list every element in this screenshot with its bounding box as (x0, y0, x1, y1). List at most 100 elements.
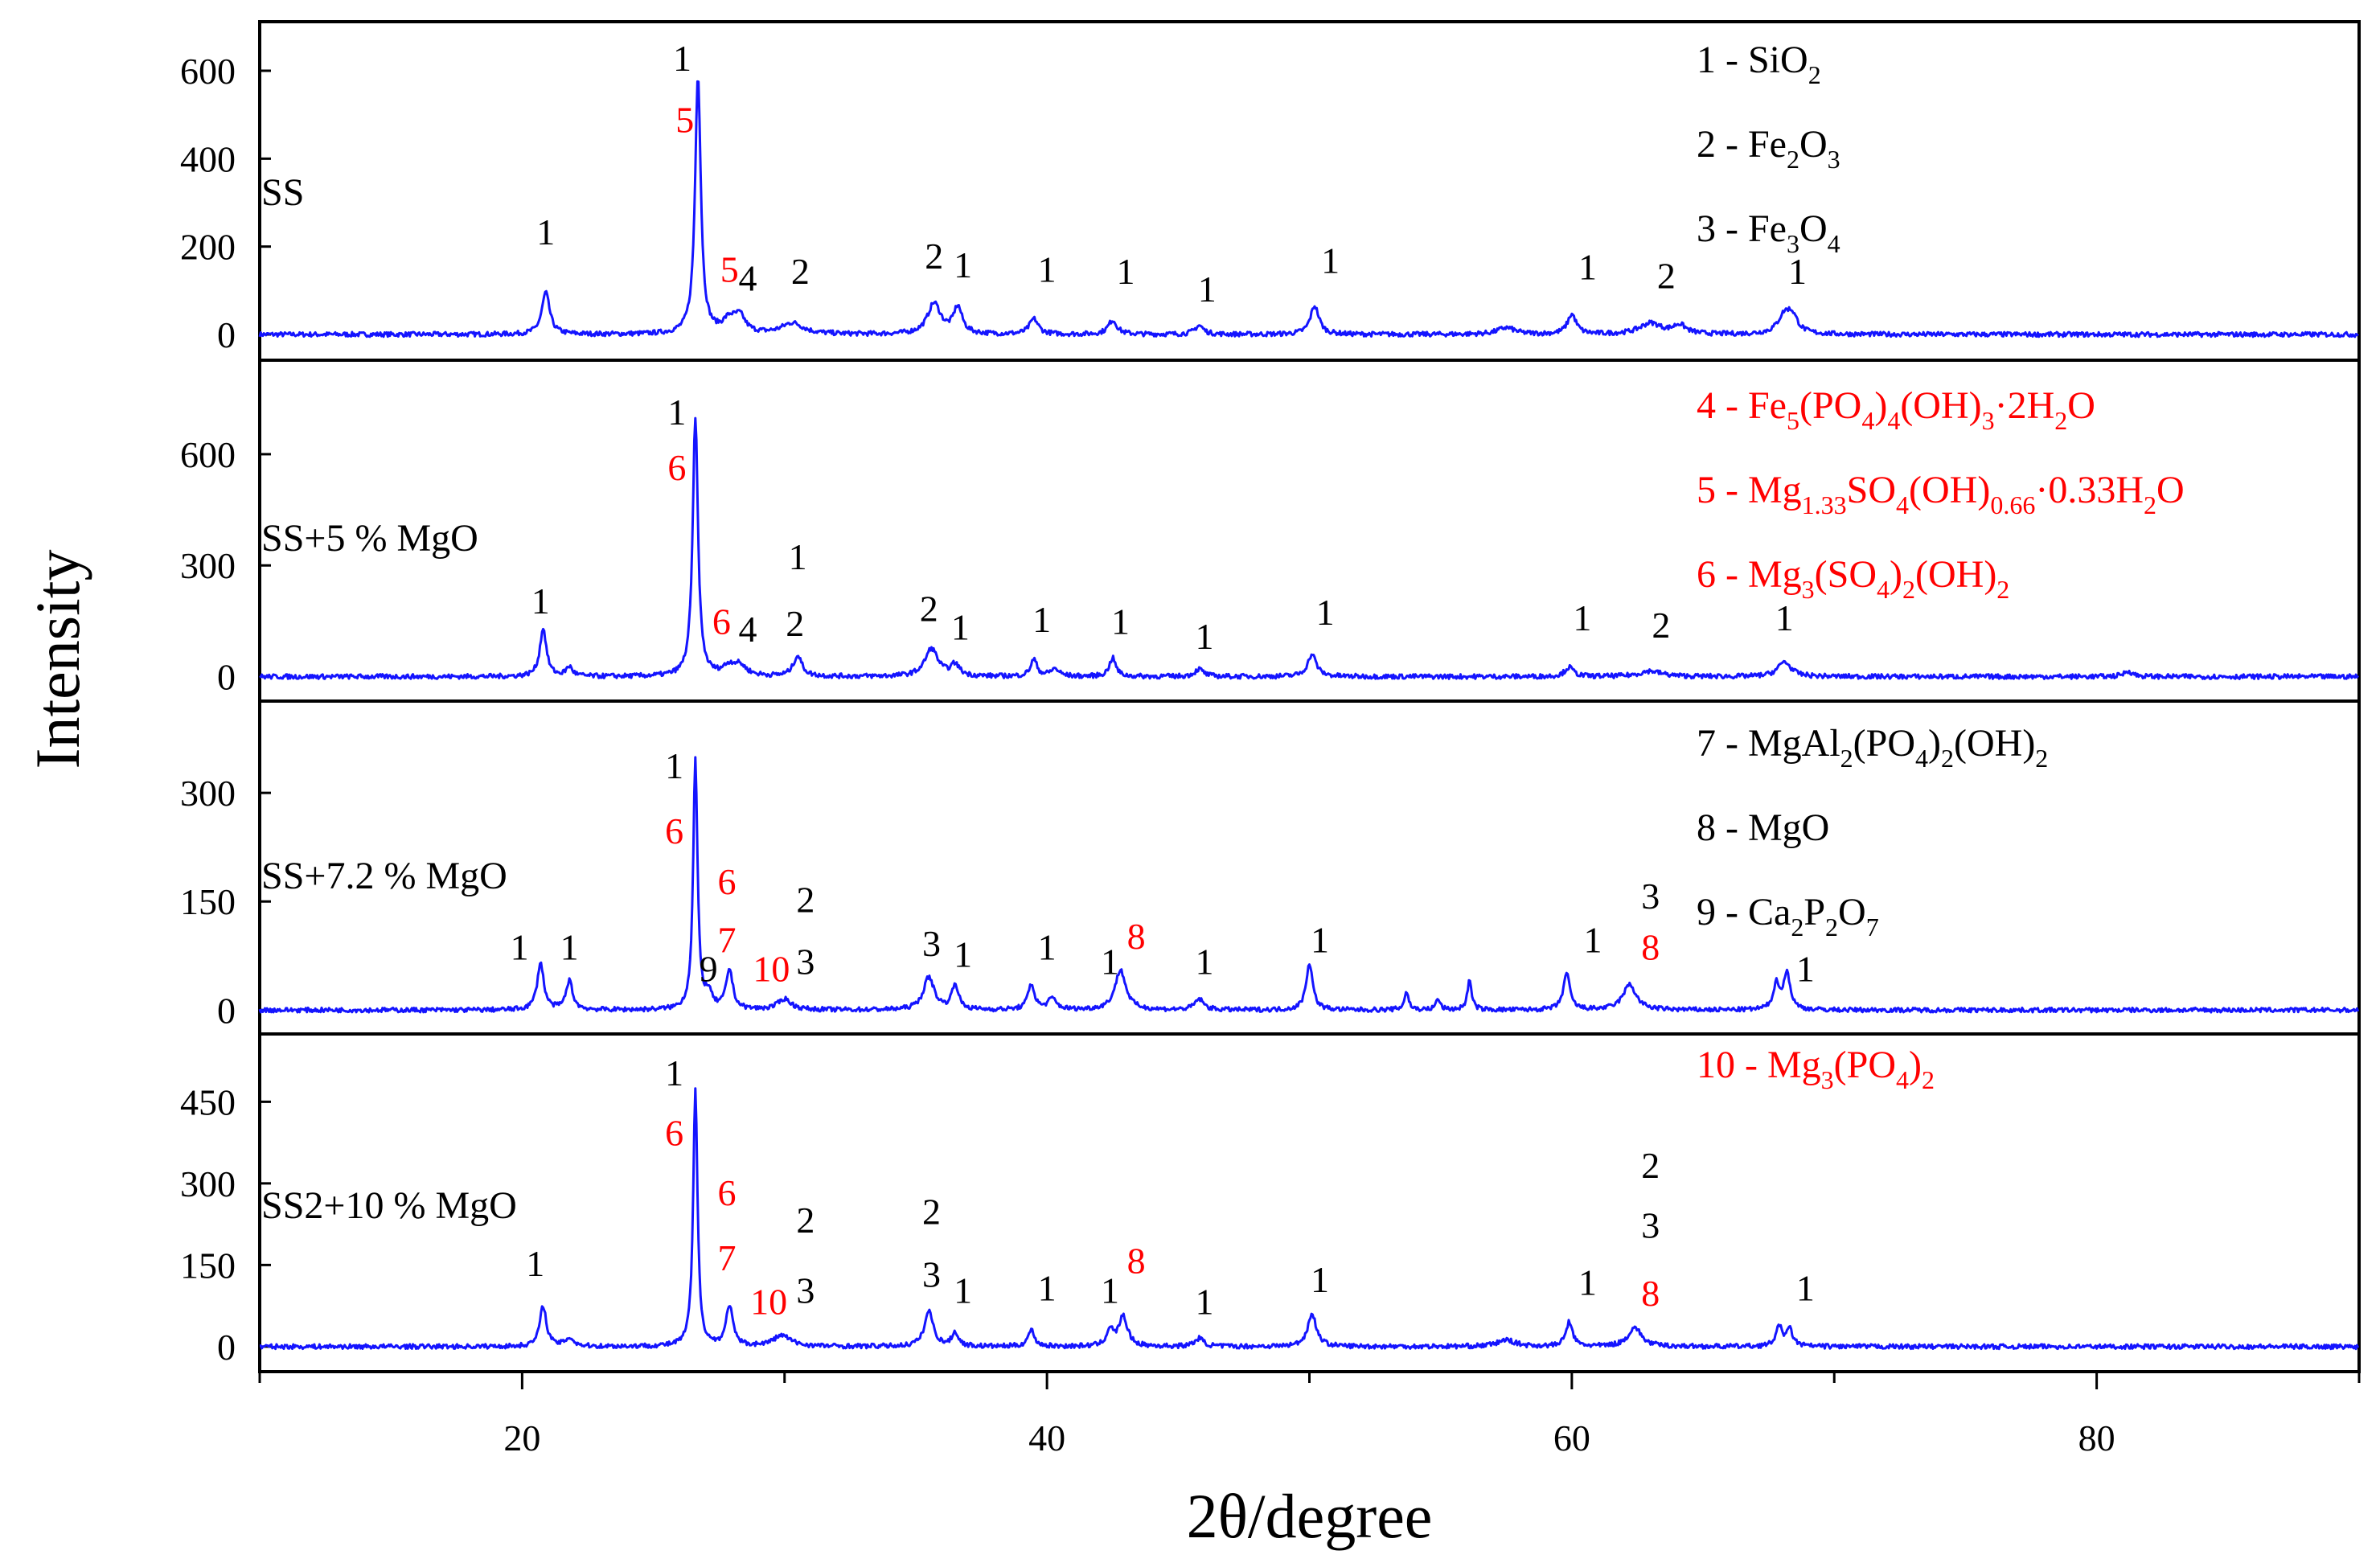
peak-label: 1 (511, 926, 529, 967)
y-tick-label: 150 (180, 881, 236, 922)
peak-label: 1 (954, 244, 972, 285)
y-tick-label: 0 (217, 1327, 236, 1368)
peak-label: 4 (739, 257, 757, 298)
peak-label: 1 (1195, 1281, 1213, 1322)
peak-label: 1 (560, 926, 579, 967)
legend-item-9: 9 - Ca2P2O7 (1697, 891, 1879, 941)
peak-label: 1 (667, 392, 686, 433)
peak-label: 3 (922, 923, 941, 964)
legend-item-1: 1 - SiO2 (1697, 39, 1821, 89)
peak-label: 8 (1641, 1273, 1660, 1314)
x-tick-label: 40 (1028, 1417, 1065, 1458)
peak-label: 3 (1641, 1205, 1660, 1246)
y-axis-title: Intensity (23, 550, 92, 769)
legend-item-10: 10 - Mg3(PO4)2 (1697, 1044, 1935, 1094)
legend-item-3: 3 - Fe3O4 (1697, 207, 1840, 258)
peak-label: 2 (1641, 1145, 1660, 1186)
panel-frame (258, 20, 2361, 362)
peak-label: 1 (951, 606, 970, 647)
peak-label: 1 (1117, 251, 1135, 292)
x-axis-title: 2θ/degree (1187, 1481, 1433, 1551)
peak-label: 8 (1641, 926, 1660, 967)
peak-label: 1 (536, 211, 555, 252)
y-tick-label: 300 (180, 1163, 236, 1204)
x-tick-label: 20 (503, 1417, 540, 1458)
peak-label: 1 (526, 1243, 544, 1284)
peak-label: 3 (796, 1270, 815, 1311)
peak-label: 1 (1578, 1262, 1597, 1303)
peak-label: 6 (667, 447, 686, 488)
peak-label: 6 (712, 601, 731, 642)
peak-label: 1 (1321, 240, 1340, 281)
peak-label: 10 (753, 948, 790, 989)
peak-label: 9 (700, 948, 718, 989)
y-tick-label: 0 (217, 990, 236, 1031)
peak-label: 2 (796, 880, 815, 921)
peak-label: 1 (789, 536, 807, 577)
peak-label: 6 (717, 861, 736, 902)
y-tick-label: 300 (180, 545, 236, 586)
x-tick-label: 60 (1553, 1417, 1590, 1458)
legend-item-5: 5 - Mg1.33SO4(OH)0.66·0.33H2O (1697, 469, 2185, 519)
peak-label: 3 (796, 941, 815, 982)
peak-label: 1 (665, 745, 683, 786)
peak-label: 1 (673, 38, 691, 79)
peak-label: 6 (665, 1112, 683, 1153)
peak-label: 5 (675, 100, 694, 141)
panel-name-label: SS2+10 % MgO (261, 1184, 517, 1227)
peak-label: 3 (1641, 876, 1660, 917)
y-tick-label: 150 (180, 1245, 236, 1286)
peak-label: 7 (717, 1237, 736, 1278)
peak-label: 1 (954, 1270, 972, 1311)
peak-label: 1 (1038, 248, 1057, 289)
peak-label: 1 (1788, 251, 1807, 292)
peak-label: 1 (1316, 592, 1335, 633)
y-tick-label: 0 (217, 657, 236, 698)
y-tick-label: 450 (180, 1081, 236, 1122)
peak-label: 1 (1311, 1259, 1329, 1300)
x-tick-label: 80 (2078, 1417, 2115, 1458)
peak-label: 2 (1657, 256, 1676, 297)
peak-label: 3 (922, 1253, 941, 1294)
legend-item-6: 6 - Mg3(SO4)2(OH)2 (1697, 553, 2009, 604)
legend-item-2: 2 - Fe2O3 (1697, 123, 1840, 174)
peak-label: 2 (796, 1200, 815, 1241)
y-tick-label: 0 (217, 314, 236, 355)
y-tick-label: 200 (180, 227, 236, 268)
peak-label: 1 (1796, 948, 1815, 989)
peak-label: 1 (1198, 269, 1217, 310)
peak-label: 5 (720, 248, 739, 289)
peak-label: 10 (750, 1281, 787, 1322)
peak-label: 1 (1796, 1267, 1815, 1308)
peak-label: 1 (954, 933, 972, 974)
peak-label: 8 (1127, 916, 1146, 957)
peak-label: 4 (739, 609, 757, 650)
peak-label: 2 (786, 603, 804, 644)
peak-label: 1 (1032, 599, 1051, 640)
y-tick-label: 600 (180, 51, 236, 92)
panel-name-label: SS (261, 171, 304, 214)
peak-label: 1 (1195, 616, 1213, 657)
peak-label: 1 (1038, 926, 1057, 967)
xrd-pattern-line (259, 416, 2359, 680)
peak-label: 8 (1127, 1241, 1146, 1282)
peak-label: 1 (1775, 597, 1794, 638)
peak-label: 1 (1583, 919, 1602, 960)
peak-label: 2 (1652, 605, 1670, 646)
peak-label: 1 (1578, 247, 1597, 288)
xrd-pattern-line (259, 1087, 2360, 1351)
peak-label: 1 (1573, 597, 1591, 638)
peak-label: 1 (531, 580, 550, 622)
panel-name-label: SS+7.2 % MgO (261, 855, 507, 897)
legend-layer: 1 - SiO2 2 - Fe2O3 3 - Fe3O4 4 - Fe5(PO4)4(… (1697, 39, 2185, 1094)
peak-label: 2 (791, 251, 810, 292)
peak-label: 1 (1038, 1267, 1057, 1308)
peak-label: 2 (922, 1192, 941, 1233)
y-tick-label: 300 (180, 773, 236, 814)
